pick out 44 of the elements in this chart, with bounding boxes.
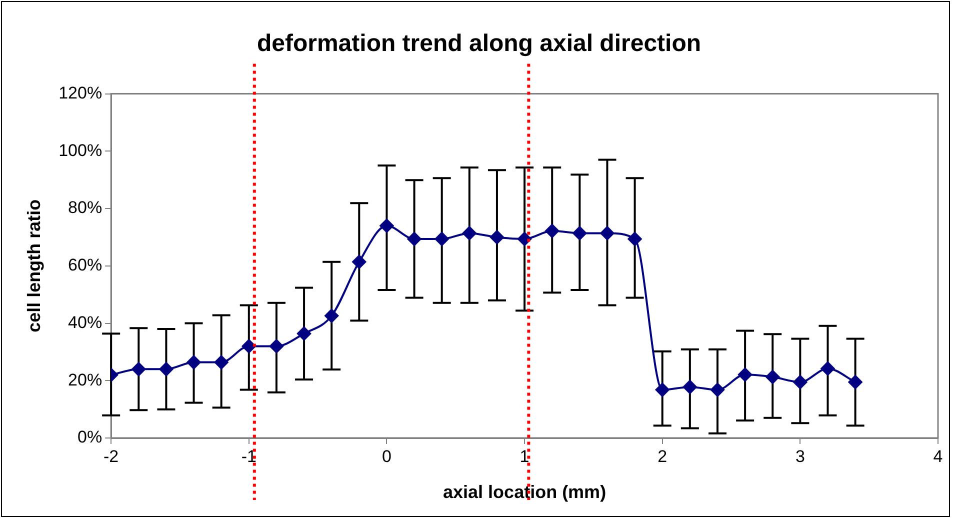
point bbox=[766, 370, 780, 384]
point bbox=[628, 232, 642, 246]
point bbox=[269, 339, 284, 354]
point bbox=[820, 362, 835, 376]
point bbox=[490, 230, 504, 244]
point bbox=[324, 308, 339, 323]
point bbox=[407, 232, 422, 246]
point bbox=[186, 355, 201, 370]
x-tick-label: 0 bbox=[382, 446, 392, 466]
x-tick-label: 1 bbox=[520, 446, 530, 466]
x-tick-label: 2 bbox=[658, 446, 668, 466]
point bbox=[297, 326, 312, 341]
point bbox=[655, 382, 670, 397]
point bbox=[242, 339, 256, 354]
point bbox=[600, 226, 614, 240]
point bbox=[793, 375, 808, 390]
x-axis-title: axial location (mm) bbox=[443, 482, 606, 502]
y-tick-label: 120% bbox=[58, 83, 102, 102]
point bbox=[462, 226, 476, 240]
point bbox=[159, 362, 174, 376]
point bbox=[682, 380, 697, 394]
point bbox=[352, 254, 366, 269]
point bbox=[132, 362, 146, 376]
point bbox=[710, 382, 724, 397]
point bbox=[572, 226, 587, 240]
point bbox=[545, 224, 560, 238]
y-tick-label: 60% bbox=[68, 256, 102, 275]
y-tick-label: 0% bbox=[78, 428, 102, 447]
y-tick-label: 40% bbox=[68, 312, 102, 332]
y-tick-label: 100% bbox=[58, 140, 102, 160]
x-tick-label: -2 bbox=[104, 446, 119, 466]
y-axis-title: cell length ratio bbox=[24, 199, 44, 332]
point bbox=[214, 355, 228, 370]
chart-title: deformation trend along axial direction bbox=[256, 30, 702, 58]
point bbox=[738, 368, 752, 382]
y-tick-label: 80% bbox=[68, 198, 102, 218]
x-tick-label: -1 bbox=[241, 446, 256, 466]
y-tick-label: 20% bbox=[68, 370, 102, 390]
x-tick-label: 3 bbox=[795, 446, 805, 466]
x-tick-label: 4 bbox=[933, 446, 943, 466]
point bbox=[434, 232, 449, 246]
point bbox=[518, 232, 532, 246]
point bbox=[380, 218, 394, 233]
point bbox=[848, 375, 862, 390]
